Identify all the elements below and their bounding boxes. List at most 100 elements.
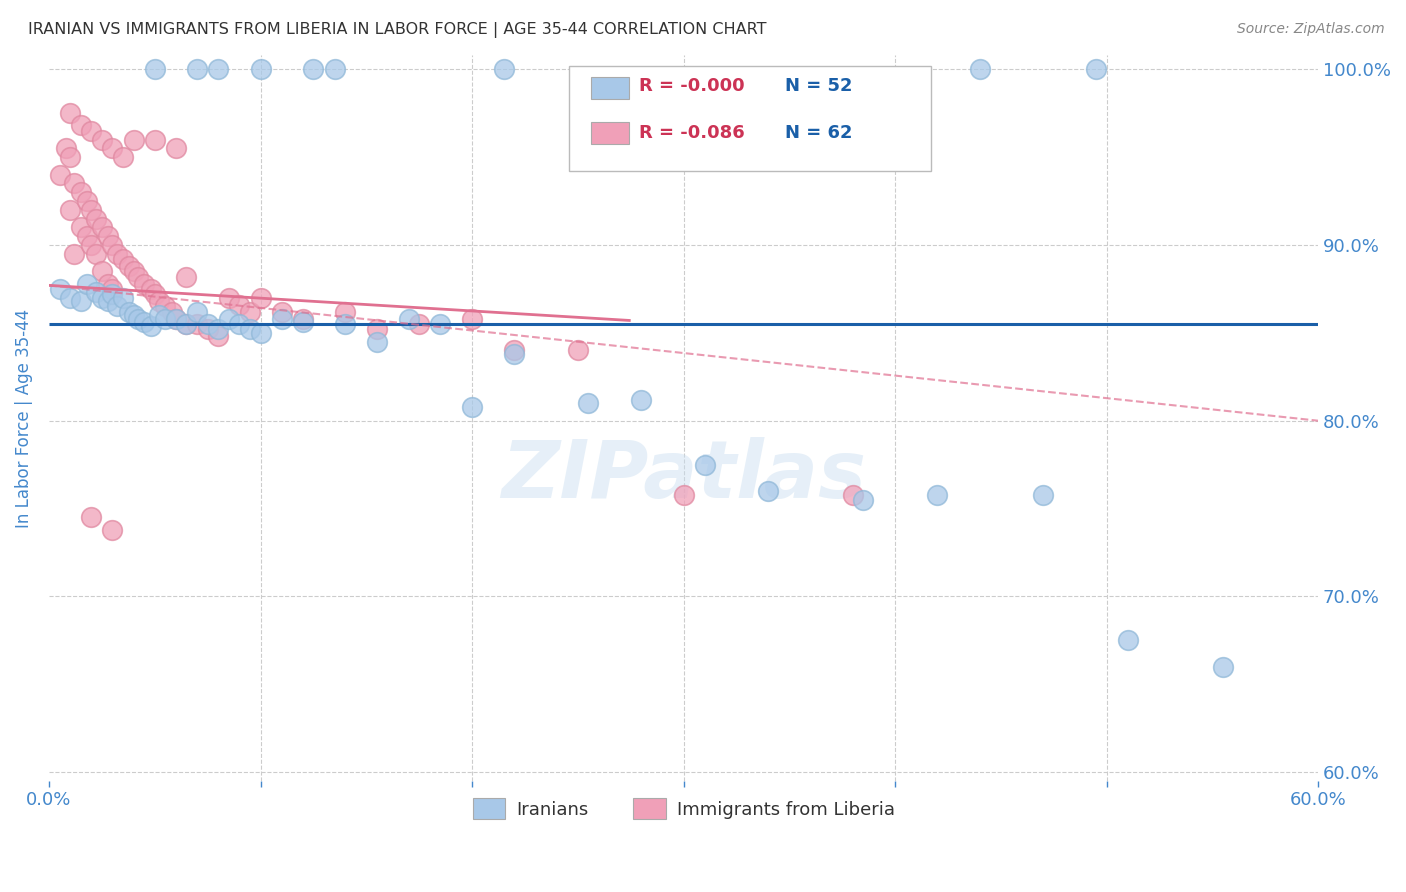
Point [165,311,187,326]
Point [101,141,124,155]
Point [48,282,70,296]
Point [927,487,949,501]
Point [176,317,198,331]
Point [139,282,162,296]
Point [197,317,219,331]
Point [76,229,98,244]
Point [127,269,149,284]
Point [160,304,183,318]
Point [139,318,162,333]
Point [186,304,208,318]
Text: Source: ZipAtlas.com: Source: ZipAtlas.com [1237,22,1385,37]
Text: R = -0.000: R = -0.000 [640,78,745,95]
Point [76,277,98,291]
Point [80,202,103,217]
Point [90,264,112,278]
Point [134,315,156,329]
Point [756,483,779,498]
Point [176,269,198,284]
Point [186,317,208,331]
Point [270,304,292,318]
FancyBboxPatch shape [569,66,931,171]
Point [461,400,484,414]
Point [1085,62,1108,77]
Point [398,311,420,326]
Point [80,124,103,138]
Point [148,294,170,309]
Point [134,277,156,291]
Text: IRANIAN VS IMMIGRANTS FROM LIBERIA IN LABOR FORCE | AGE 35-44 CORRELATION CHART: IRANIAN VS IMMIGRANTS FROM LIBERIA IN LA… [28,22,766,38]
Point [503,343,526,358]
Point [90,291,112,305]
Point [672,487,695,501]
Point [143,287,166,301]
Point [101,523,124,537]
Point [239,304,262,318]
Point [63,177,86,191]
Point [118,304,141,318]
Y-axis label: In Labor Force | Age 35-44: In Labor Force | Age 35-44 [15,309,32,528]
Point [59,202,82,217]
Point [101,238,124,252]
Point [576,396,599,410]
Legend: Iranians, Immigrants from Liberia: Iranians, Immigrants from Liberia [465,791,901,826]
Point [122,308,145,322]
Point [366,322,388,336]
Point [48,168,70,182]
Point [249,291,271,305]
Point [105,246,128,260]
Point [333,317,356,331]
Point [122,132,145,146]
Point [197,322,219,336]
Point [176,317,198,331]
Point [101,287,124,301]
Point [84,211,107,226]
Point [101,282,124,296]
Point [105,300,128,314]
FancyBboxPatch shape [591,77,628,99]
Point [127,311,149,326]
Point [291,311,314,326]
Point [366,334,388,349]
Point [567,343,589,358]
Point [270,311,292,326]
Point [59,106,82,120]
Point [165,311,187,326]
Point [218,311,240,326]
Text: N = 62: N = 62 [785,124,852,142]
Point [207,322,229,336]
Point [69,119,91,133]
Point [630,392,652,407]
Point [302,62,325,77]
Point [97,229,120,244]
Point [69,294,91,309]
Point [228,298,250,312]
Point [155,311,177,326]
Point [186,62,208,77]
Point [59,150,82,164]
Point [97,277,120,291]
Point [218,291,240,305]
Text: R = -0.086: R = -0.086 [640,124,745,142]
Point [69,220,91,235]
Point [118,259,141,273]
Point [84,246,107,260]
Point [122,264,145,278]
Point [1032,487,1054,501]
Point [291,315,314,329]
Point [80,238,103,252]
Point [207,62,229,77]
FancyBboxPatch shape [591,122,628,144]
Point [408,317,430,331]
Point [143,132,166,146]
Point [969,62,991,77]
Point [80,510,103,524]
Point [143,62,166,77]
Point [76,194,98,208]
Point [249,62,271,77]
Point [111,252,134,266]
Point [84,285,107,300]
Point [842,487,865,501]
Point [852,492,875,507]
Text: N = 52: N = 52 [785,78,852,95]
